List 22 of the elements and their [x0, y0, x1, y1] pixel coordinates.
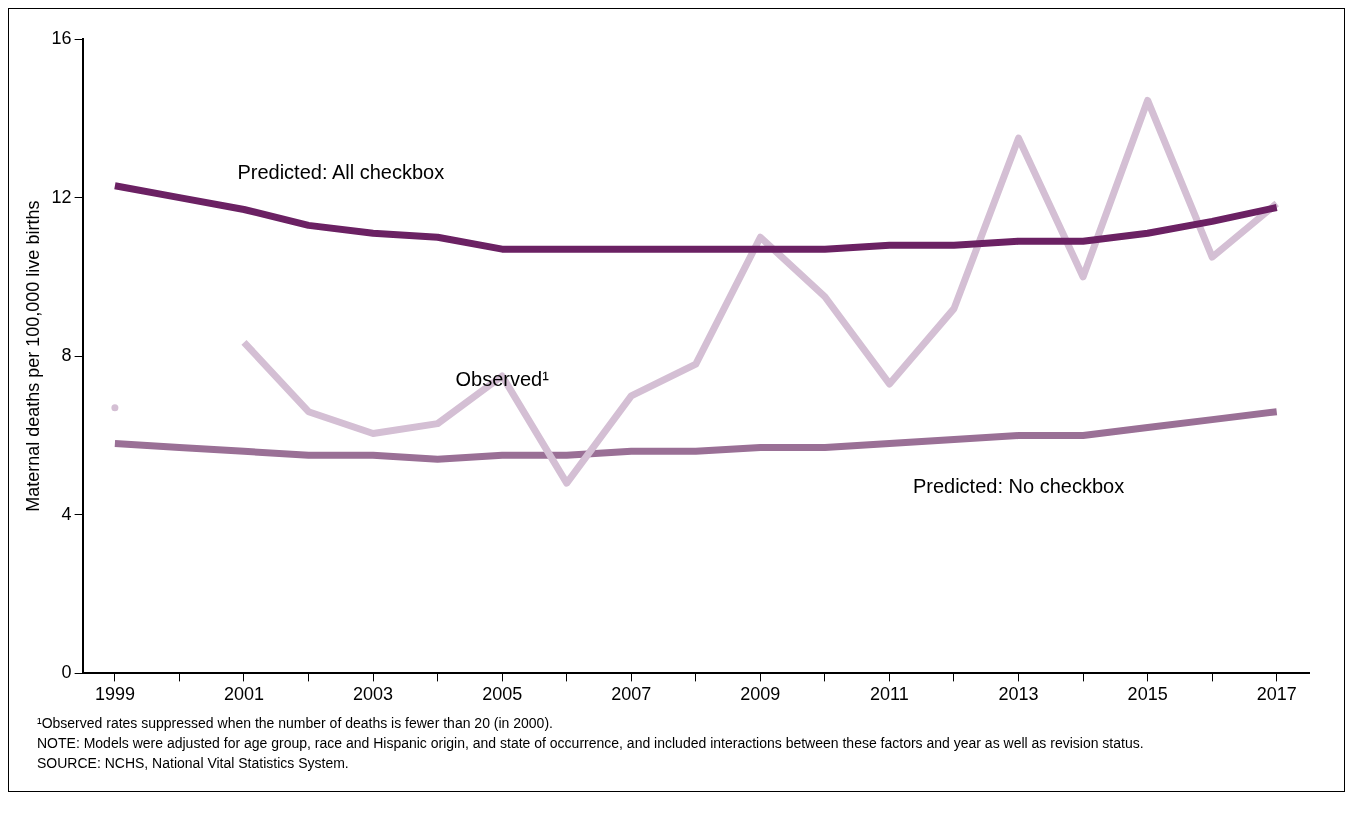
- x-tick-label: 1999: [94, 684, 135, 705]
- x-tick-label: 2007: [611, 684, 652, 705]
- y-tick-label: 0: [61, 662, 72, 683]
- y-tick-label: 16: [51, 27, 72, 48]
- text: NOTE: Models were adjusted for age group, race and Hispanic origin, and state of occurrence, and included interactions between these factors and year as well as revision status.: [37, 734, 1145, 753]
- x-tick-label: 2005: [482, 684, 523, 705]
- x-tick-label: 2013: [998, 684, 1039, 705]
- y-tick-label: 8: [61, 345, 72, 366]
- x-tick-label: 2015: [1127, 684, 1168, 705]
- text: ¹Observed rates suppressed when the number of deaths is fewer than 20 (in 2000).: [37, 714, 554, 733]
- x-tick-label: 2011: [870, 684, 909, 705]
- series-label: Predicted: All checkbox: [237, 161, 445, 184]
- series-label: Predicted: No checkbox: [912, 474, 1125, 497]
- x-tick-label: 2003: [353, 684, 394, 705]
- y-tick-label: 4: [61, 503, 72, 524]
- source-note: SOURCE: NCHS, National Vital Statistics System.: [37, 754, 350, 773]
- x-tick-label: 2001: [223, 684, 265, 705]
- x-tick-label: 2009: [740, 684, 781, 705]
- y-tick-label: 12: [51, 186, 72, 207]
- series-label: Observed¹: [455, 367, 550, 390]
- x-tick-label: 2017: [1256, 684, 1297, 705]
- y-axis-title: Maternal deaths per 100,000 live births: [22, 200, 43, 512]
